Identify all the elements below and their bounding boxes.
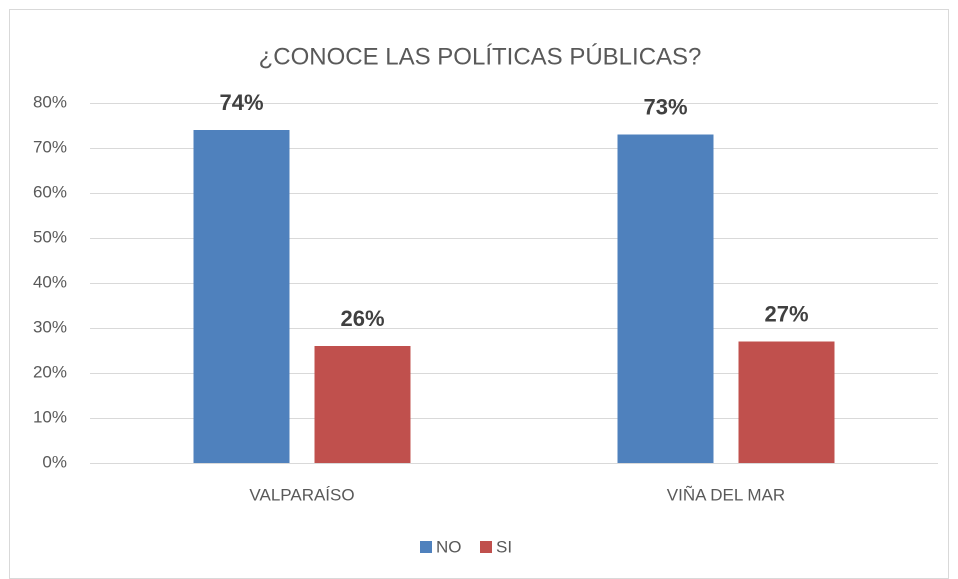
- y-tick-label: 70%: [33, 137, 67, 156]
- y-tick-label: 30%: [33, 317, 67, 336]
- data-label: 26%: [340, 306, 384, 331]
- y-tick-label: 80%: [33, 92, 67, 111]
- chart-border: [9, 9, 949, 579]
- x-tick-label: VALPARAÍSO: [249, 485, 354, 504]
- data-label: 73%: [643, 94, 687, 119]
- bar: [738, 341, 835, 463]
- y-tick-label: 40%: [33, 272, 67, 291]
- chart-title: ¿CONOCE LAS POLÍTICAS PÚBLICAS?: [259, 43, 702, 70]
- bar: [617, 134, 714, 463]
- data-label: 27%: [764, 301, 808, 326]
- y-tick-label: 10%: [33, 407, 67, 426]
- y-tick-label: 60%: [33, 182, 67, 201]
- bar: [314, 346, 411, 463]
- x-tick-label: VIÑA DEL MAR: [667, 485, 785, 504]
- y-tick-label: 50%: [33, 227, 67, 246]
- bar: [193, 130, 290, 463]
- y-tick-label: 20%: [33, 362, 67, 381]
- legend-label: SI: [496, 537, 512, 556]
- data-label: 74%: [219, 90, 263, 115]
- legend-label: NO: [436, 537, 462, 556]
- y-tick-label: 0%: [42, 452, 67, 471]
- legend-swatch: [420, 541, 432, 553]
- legend-swatch: [480, 541, 492, 553]
